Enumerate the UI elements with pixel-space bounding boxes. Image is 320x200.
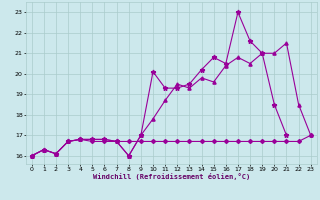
X-axis label: Windchill (Refroidissement éolien,°C): Windchill (Refroidissement éolien,°C): [92, 173, 250, 180]
